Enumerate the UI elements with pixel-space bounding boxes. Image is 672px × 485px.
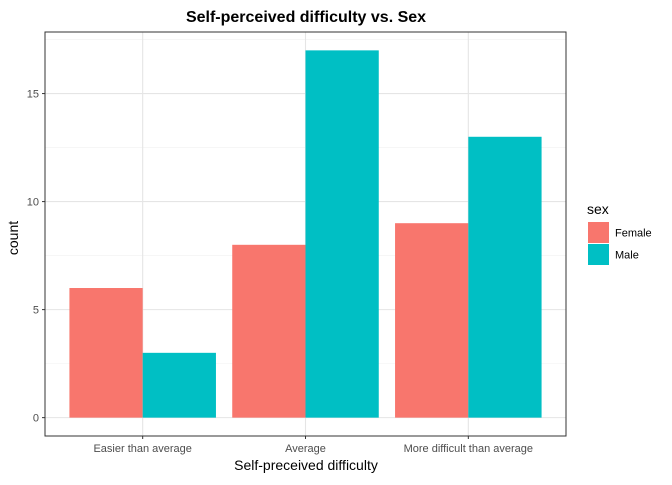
legend-label-female: Female [615, 228, 652, 240]
bar-female-2 [232, 244, 306, 418]
x-axis-title: Self-preceived difficulty [234, 457, 378, 473]
y-tick-label: 15 [27, 89, 39, 101]
x-tick-label: Easier than average [93, 443, 191, 455]
legend: sex Female Male [587, 201, 652, 265]
y-tick-label: 0 [33, 413, 39, 425]
legend-label-male: Male [615, 250, 639, 262]
y-axis-title: count [5, 221, 21, 255]
y-tick-label: 10 [27, 197, 39, 209]
chart-title: Self-perceived difficulty vs. Sex [186, 9, 426, 26]
bar-female-3 [395, 223, 469, 418]
bar-male-2 [305, 50, 379, 418]
bar-male-1 [142, 352, 216, 418]
legend-key-female [588, 222, 609, 243]
bar-female-1 [69, 288, 143, 418]
x-tick-label: More difficult than average [404, 443, 533, 455]
legend-title: sex [587, 201, 609, 217]
x-tick-label: Average [285, 443, 326, 455]
plot-area: 0 5 10 15 Easier than average Average More dif… [27, 31, 567, 455]
y-tick-label: 5 [33, 305, 39, 317]
bar-male-3 [468, 136, 542, 418]
legend-key-male [588, 244, 609, 265]
